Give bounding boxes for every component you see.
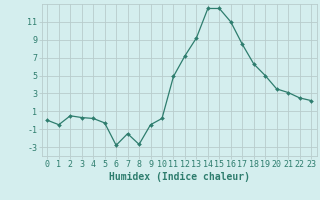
X-axis label: Humidex (Indice chaleur): Humidex (Indice chaleur) [109, 172, 250, 182]
